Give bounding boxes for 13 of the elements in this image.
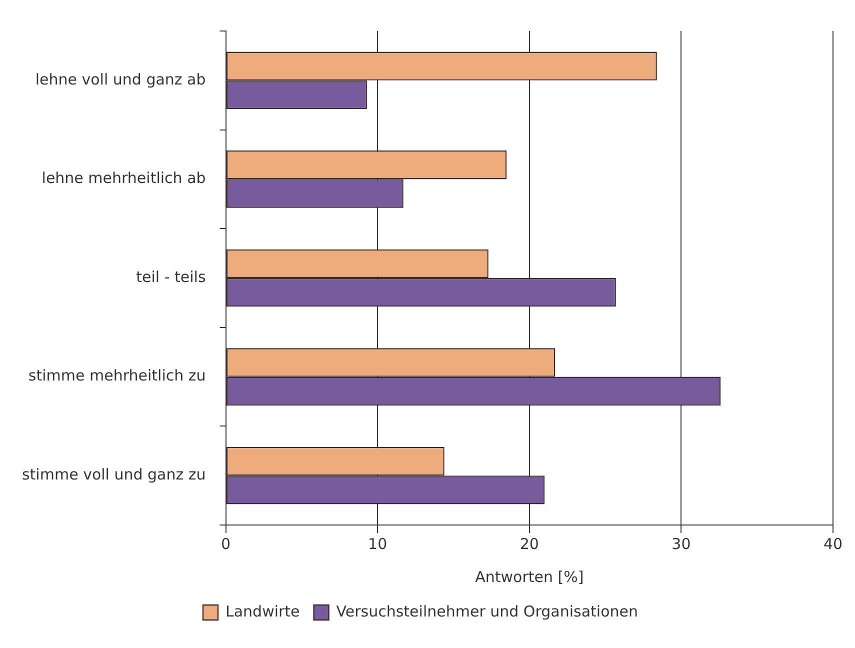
y-tick-label: teil - teils: [136, 268, 206, 286]
y-tick-label: lehne mehrheitlich ab: [42, 169, 206, 188]
x-tick-label: 10: [368, 534, 388, 553]
y-tick-label: stimme voll und ganz zu: [22, 465, 206, 484]
legend-label: Landwirte: [225, 602, 300, 620]
x-tick-label: 0: [221, 534, 231, 553]
x-tick-label: 20: [520, 534, 539, 553]
y-tick-label: stimme mehrheitlich zu: [28, 366, 206, 385]
x-axis-title: Antworten [%]: [475, 568, 584, 586]
legend-label: Versuchsteilnehmer und Organisationen: [336, 602, 638, 620]
x-tick-label: 30: [672, 534, 691, 553]
y-tick-label: lehne voll und ganz ab: [35, 70, 206, 88]
x-tick-label: 40: [823, 534, 843, 553]
